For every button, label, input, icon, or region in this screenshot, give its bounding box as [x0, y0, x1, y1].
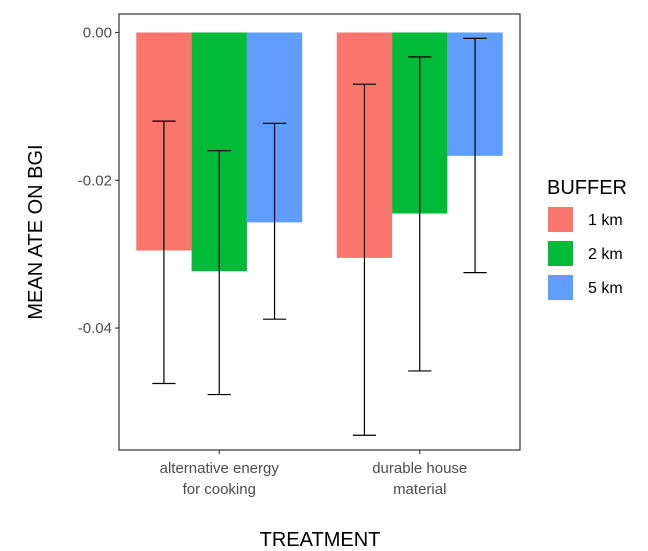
x-tick-label: for cooking: [183, 481, 256, 498]
bars-layer: [136, 32, 503, 272]
x-tick-label: material: [393, 481, 446, 498]
legend-key: [548, 241, 573, 266]
y-axis: 0.00 -0.02 -0.04: [78, 24, 119, 337]
x-axis-title: TREATMENT: [260, 529, 381, 551]
y-axis-title: MEAN ATE ON BGI: [25, 144, 47, 319]
legend-key: [548, 207, 573, 232]
error-bars-layer: [152, 37, 487, 436]
legend: BUFFER 1 km 2 km 5 km: [547, 177, 627, 300]
legend-label: 5 km: [588, 280, 623, 297]
x-tick-label: durable house: [372, 460, 467, 477]
legend-key: [548, 275, 573, 300]
y-tick-label: 0.00: [83, 24, 112, 41]
legend-title: BUFFER: [547, 177, 627, 199]
legend-label: 1 km: [588, 212, 623, 229]
x-tick-label: alternative energy: [160, 460, 280, 477]
x-axis: alternative energy for cooking durable hou…: [160, 450, 467, 498]
legend-label: 2 km: [588, 246, 623, 263]
y-tick-label: -0.02: [78, 172, 112, 189]
y-tick-label: -0.04: [78, 320, 112, 337]
